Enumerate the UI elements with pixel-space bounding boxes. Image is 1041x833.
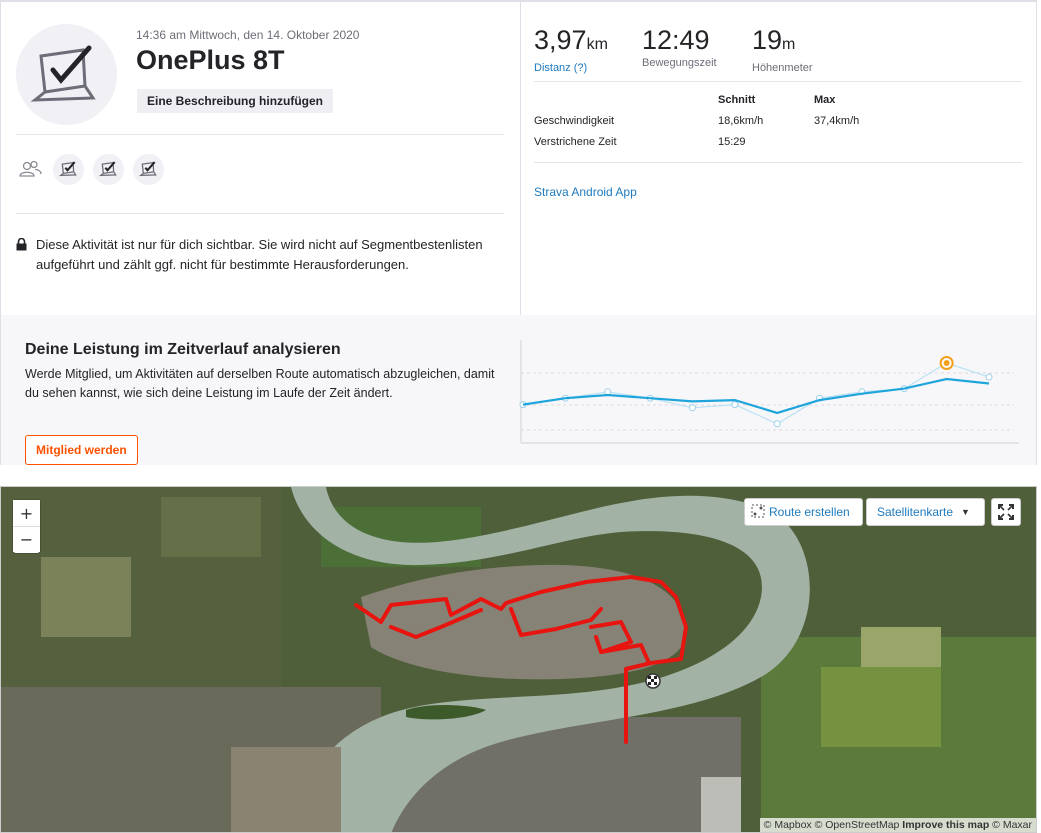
moving-time-value: 12:49 (642, 25, 710, 55)
map-type-select[interactable]: Satellitenkarte ▼ (866, 498, 985, 526)
lock-icon (16, 235, 36, 275)
map-attribution: © Mapbox © OpenStreetMap Improve this ma… (759, 818, 1036, 832)
attribution-suffix[interactable]: © Maxar (989, 819, 1032, 831)
device-app-link[interactable]: Strava Android App (534, 185, 637, 199)
become-member-button[interactable]: Mitglied werden (25, 435, 138, 465)
divider (16, 134, 504, 135)
chart-comparison-point (985, 373, 993, 381)
promo-title: Deine Leistung im Zeitverlauf analysiere… (25, 341, 341, 358)
divider (534, 81, 1022, 82)
distance-value: 3,97 (534, 25, 587, 55)
zoom-in-button[interactable]: + (13, 500, 40, 526)
add-description-button[interactable]: Eine Beschreibung hinzufügen (137, 89, 334, 113)
kudo-avatar-icon[interactable] (133, 153, 164, 185)
fullscreen-button[interactable] (991, 498, 1021, 526)
table-header-cell: Max (814, 94, 836, 106)
activity-datetime: 14:36 am Mittwoch, den 14. Oktober 2020 (136, 28, 360, 42)
stats-table: Schnitt Max Geschwindigkeit 18,6km/h 37,… (534, 90, 1022, 153)
table-header-cell: Schnitt (718, 94, 756, 106)
caret-down-icon: ▼ (961, 507, 970, 517)
chart-comparison-point (731, 401, 739, 409)
table-cell: 18,6km/h (718, 115, 764, 127)
kudos-row (16, 153, 164, 185)
promo-text: Werde Mitglied, um Aktivitäten auf derse… (25, 367, 495, 400)
table-header: Schnitt Max (534, 90, 1022, 111)
table-row: Verstrichene Zeit 15:29 (534, 132, 1022, 153)
privacy-text: Diese Aktivität ist nur für dich sichtba… (36, 237, 483, 272)
zoom-control: + − (13, 500, 40, 553)
kudo-avatar-icon[interactable] (53, 153, 84, 185)
create-route-label: Route erstellen (769, 505, 850, 519)
chart-comparison-line (522, 362, 990, 425)
table-cell: Verstrichene Zeit (534, 136, 617, 148)
elevation-unit: m (782, 36, 796, 53)
distance-label[interactable]: Distanz (?) (534, 62, 588, 74)
laptop-check-icon (30, 45, 96, 102)
people-icon[interactable] (16, 155, 44, 183)
performance-chart (519, 340, 1019, 444)
divider (534, 162, 1022, 163)
elevation-label: Höhenmeter (752, 62, 813, 74)
kudo-avatar-icon[interactable] (93, 153, 124, 185)
divider (16, 213, 504, 214)
distance-unit: km (586, 36, 608, 53)
map-type-label: Satellitenkarte (877, 505, 954, 519)
stat-distance: 3,97km Distanz (?) (534, 24, 608, 74)
zoom-out-button[interactable]: − (13, 526, 40, 552)
privacy-notice: Diese Aktivität ist nur für dich sichtba… (16, 235, 486, 275)
activity-stats: 3,97km Distanz (?) 12:49 Bewegungszeit 1… (520, 2, 1038, 315)
stat-elevation: 19m Höhenmeter (752, 24, 813, 74)
fullscreen-icon (998, 504, 1014, 520)
table-cell: 37,4km/h (814, 115, 860, 127)
create-route-button[interactable]: Route erstellen (744, 498, 863, 526)
chart-comparison-point (773, 420, 781, 428)
table-row: Geschwindigkeit 18,6km/h 37,4km/h (534, 111, 1022, 132)
chart-comparison-point (688, 404, 696, 412)
moving-time-label: Bewegungszeit (642, 57, 717, 69)
device-avatar (16, 24, 117, 125)
activity-card: 14:36 am Mittwoch, den 14. Oktober 2020 … (0, 0, 1037, 465)
activity-title: OnePlus 8T (136, 45, 285, 75)
satellite-map[interactable] (1, 487, 1037, 833)
elevation-value: 19 (752, 25, 783, 55)
activity-summary: 14:36 am Mittwoch, den 14. Oktober 2020 … (1, 2, 520, 315)
attribution-text[interactable]: © Mapbox © OpenStreetMap (763, 819, 903, 831)
performance-promo: Deine Leistung im Zeitverlauf analysiere… (1, 315, 1036, 465)
table-cell: Geschwindigkeit (534, 115, 615, 127)
stat-moving-time: 12:49 Bewegungszeit (642, 24, 717, 69)
activity-map[interactable]: + − Route erstellen Satellitenkarte ▼ © … (0, 486, 1037, 833)
improve-map-link[interactable]: Improve this map (902, 819, 990, 831)
chart-highlight-dot (943, 360, 950, 366)
route-icon (751, 504, 765, 521)
chart-series-line (522, 377, 990, 415)
table-cell: 15:29 (718, 136, 746, 148)
